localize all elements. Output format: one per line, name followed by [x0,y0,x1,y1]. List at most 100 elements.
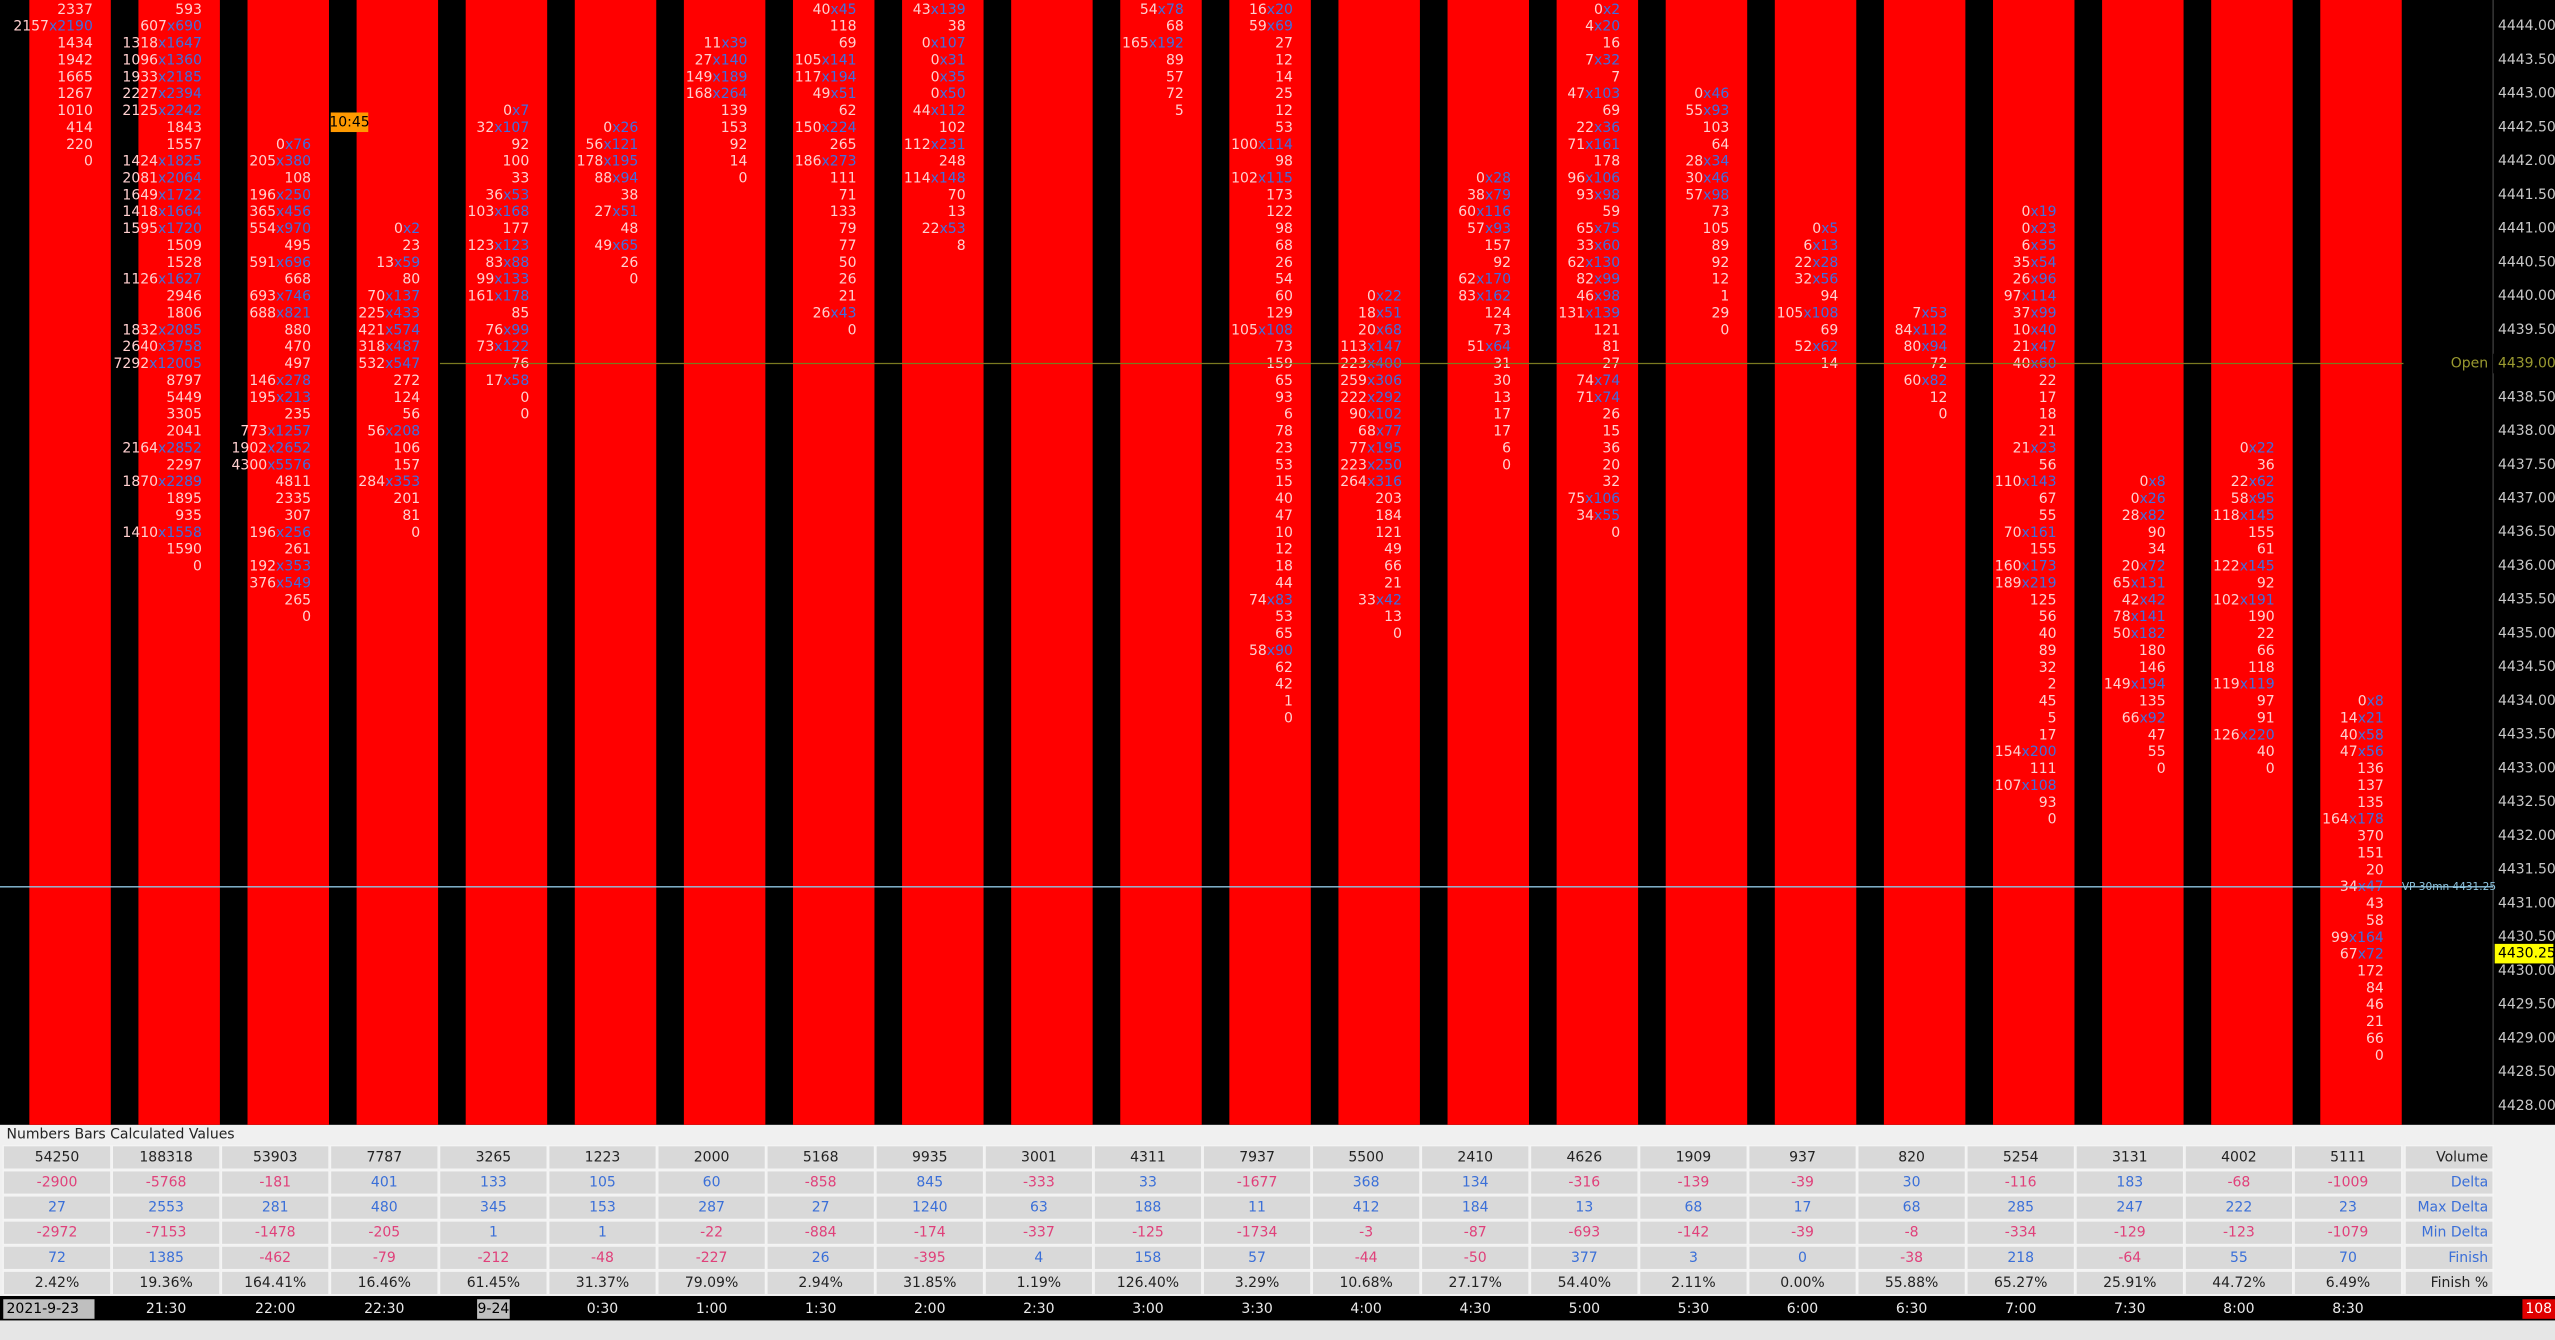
bid: 21 [2013,440,2031,456]
footprint-cell: 21 [839,289,857,305]
ask: x83 [1267,592,1293,608]
bid: 68 [1358,424,1376,440]
table-cell [1202,1270,1312,1296]
footprint-cell: 0 [1502,457,1511,473]
table-value: 4002 [2221,1149,2257,1165]
bid: 67 [2340,947,2358,963]
scrollbar[interactable] [0,1320,2555,1340]
bid: 78 [2113,609,2131,625]
table-value: 133 [480,1175,507,1191]
footprint-cell: 153 [721,120,748,136]
footprint-cell: 1870x2289 [122,474,202,490]
footprint-cell: 7x32 [1585,52,1620,68]
table-value: -174 [914,1225,946,1241]
price-label: 4428.00 [2498,1098,2555,1114]
table-row-label: Delta [2451,1175,2488,1191]
time-label: 2021-9-23 [7,1301,79,1317]
footprint-cell: 99x133 [476,272,529,288]
table-value: -2900 [37,1175,78,1191]
table-value: 79.09% [685,1275,738,1291]
bid: 74 [1576,373,1594,389]
footprint-cell: 55x93 [1685,103,1729,119]
footprint-cell: 2125x2242 [122,103,202,119]
ask: x51 [1376,305,1402,321]
footprint-cell: 73 [1493,322,1511,338]
ask: x78 [1158,2,1184,18]
table-label-cell [2404,1170,2494,1195]
ask: x380 [276,154,311,170]
table-title: Numbers Bars Calculated Values [7,1127,235,1143]
footprint-cell: 90 [2148,525,2166,541]
ask: x353 [276,559,311,575]
table-cell [766,1170,876,1195]
table-value: 377 [1571,1250,1598,1266]
ask: x46 [1703,86,1729,102]
table-cell [329,1245,439,1271]
footprint-cell: 13x59 [376,255,420,271]
table-cell [220,1145,330,1170]
footprint-cell: 50x182 [2113,626,2166,642]
table-cell [1311,1195,1421,1221]
bid: 554 [249,221,276,237]
table-row-label: Finish % [2431,1275,2489,1291]
footprint-cell: 67 [2039,491,2057,507]
bid: 40 [2340,727,2358,743]
bid: 205 [249,154,276,170]
footprint-cell: 58x90 [1249,643,1293,659]
footprint-cell: 60 [1275,289,1293,305]
bid: 22 [1794,255,1812,271]
bid: 1870 [122,474,158,490]
footprint-cell: 13 [1384,609,1402,625]
ask: x96 [2030,272,2056,288]
table-value: 126.40% [1117,1275,1179,1291]
footprint-cell: 2041 [166,424,202,440]
table-cell [2184,1270,2294,1296]
table-cell [548,1195,657,1221]
footprint-cell: 0x2 [394,221,420,237]
footprint-cell: 44 [1275,575,1293,591]
footprint-cell: 0x28 [1476,171,1511,187]
ask: x22 [2249,440,2275,456]
footprint-cell: 56 [2039,457,2057,473]
bid: 117 [795,69,822,85]
ask: x161 [2022,525,2057,541]
bid: 0 [1694,86,1703,102]
footprint-cell: 54 [1275,272,1293,288]
table-cell [2293,1270,2403,1296]
footprint-bar [2102,0,2184,1125]
table-value: 188318 [139,1149,192,1165]
table-cell [1202,1195,1312,1221]
ask: x131 [2131,575,2166,591]
footprint-cell: 66 [2257,643,2275,659]
table-value: 285 [2007,1200,2034,1216]
footprint-cell: 57 [1166,69,1184,85]
table-value: -395 [914,1250,946,1266]
bid: 149 [2104,677,2131,693]
footprint-cell: 184 [1375,508,1402,524]
footprint-cell: 165x192 [1122,36,1184,52]
ask: x56 [2358,744,2384,760]
table-value: 31.85% [903,1275,956,1291]
footprint-cell: 173 [1266,187,1293,203]
table-value: -884 [805,1225,837,1241]
ask: x94 [612,171,638,187]
bid: 0 [2022,204,2031,220]
bid: 186 [795,154,822,170]
table-value: -333 [1023,1175,1055,1191]
bid: 4 [1585,19,1594,35]
time-label: 1:00 [696,1301,727,1317]
ask: x94 [1921,339,1947,355]
footprint-cell: 133 [830,204,857,220]
time-label: 7:00 [2005,1301,2036,1317]
corner-label: 108 [2525,1301,2552,1317]
table-value: -22 [700,1225,723,1241]
footprint-cell: 2081x2064 [122,171,202,187]
ask: x20 [1594,19,1620,35]
ask: x77 [1376,424,1402,440]
footprint-cell: 58x95 [2231,491,2275,507]
price-label: 4429.00 [2498,1030,2555,1046]
date-highlight [3,1299,95,1319]
ask: x200 [2022,744,2057,760]
bid: 46 [1576,289,1594,305]
ask: x178 [494,289,529,305]
